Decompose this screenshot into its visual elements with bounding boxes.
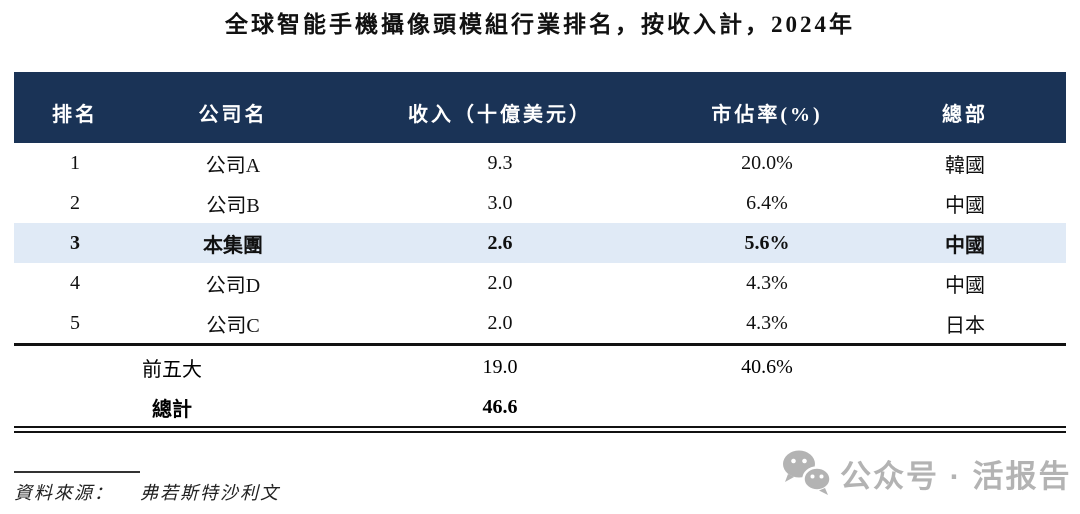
table-row: 4 公司D 2.0 4.3% 中國 [14, 263, 1066, 303]
source-note: 資料來源： 弗若斯特沙利文 [14, 479, 280, 505]
cell-revenue: 2.0 [487, 271, 513, 294]
cell-hq: 韓國 [945, 154, 985, 177]
ranking-table: 排名 公司名 收入（十億美元） 市佔率(%) 總部 1 公司A 9.3 20.0… [14, 72, 1066, 433]
watermark: 公众号 · 活报告 [780, 448, 1072, 498]
table-bottom-double-rule [14, 426, 1066, 433]
source-value: 弗若斯特沙利文 [140, 483, 280, 503]
cell-revenue: 2.6 [487, 231, 513, 254]
cell-hq: 中國 [945, 234, 985, 257]
cell-company: 本集團 [203, 234, 263, 257]
header-cell-rank: 排名 [52, 104, 98, 126]
cell-rank: 4 [70, 271, 80, 294]
cell-share: 20.0% [741, 151, 793, 174]
table-header-row: 排名 公司名 收入（十億美元） 市佔率(%) 總部 [14, 72, 1066, 143]
cell-rank: 1 [70, 151, 80, 174]
source-label: 資料來源： [14, 483, 114, 503]
cell-revenue: 3.0 [487, 191, 513, 214]
cell-summary-label: 前五大 [142, 359, 202, 381]
cell-share: 40.6% [741, 356, 793, 378]
cell-revenue: 46.6 [482, 396, 518, 418]
cell-hq: 日本 [945, 314, 985, 337]
wechat-icon [783, 450, 832, 495]
watermark-label: 公众号 · 活报告 [840, 458, 1072, 494]
cell-summary-label: 總計 [152, 399, 192, 421]
cell-company: 公司B [206, 194, 260, 217]
cell-revenue: 19.0 [482, 356, 518, 378]
cell-hq: 中國 [945, 274, 985, 297]
cell-revenue: 9.3 [487, 151, 513, 174]
header-cell-company: 公司名 [198, 104, 268, 126]
cell-share: 6.4% [746, 191, 788, 214]
summary-row-top-five: 前五大 19.0 40.6% [14, 346, 1066, 389]
table-row: 5 公司C 2.0 4.3% 日本 [14, 303, 1066, 343]
cell-share: 4.3% [746, 271, 788, 294]
cell-company: 公司D [205, 274, 261, 297]
table-row: 2 公司B 3.0 6.4% 中國 [14, 183, 1066, 223]
cell-rank: 2 [70, 191, 80, 214]
cell-rank: 3 [70, 231, 80, 254]
header-cell-share: 市佔率(%) [711, 104, 823, 126]
cell-hq: 中國 [945, 194, 985, 217]
table-row-group-highlighted: 3 本集團 2.6 5.6% 中國 [14, 223, 1066, 263]
cell-company: 公司C [206, 314, 260, 337]
cell-share: 5.6% [744, 231, 790, 254]
table-row: 1 公司A 9.3 20.0% 韓國 [14, 143, 1066, 183]
cell-company: 公司A [205, 154, 261, 177]
source-note-divider [14, 471, 140, 473]
cell-rank: 5 [70, 311, 80, 334]
page-title: 全球智能手機攝像頭模組行業排名，按收入計，2024年 [225, 12, 855, 37]
cell-share: 4.3% [746, 311, 788, 334]
header-cell-hq: 總部 [942, 104, 988, 126]
summary-section: 前五大 19.0 40.6% 總計 46.6 [14, 343, 1066, 433]
cell-revenue: 2.0 [487, 311, 513, 334]
header-cell-revenue: 收入（十億美元） [408, 104, 592, 126]
summary-row-total: 總計 46.6 [14, 389, 1066, 426]
